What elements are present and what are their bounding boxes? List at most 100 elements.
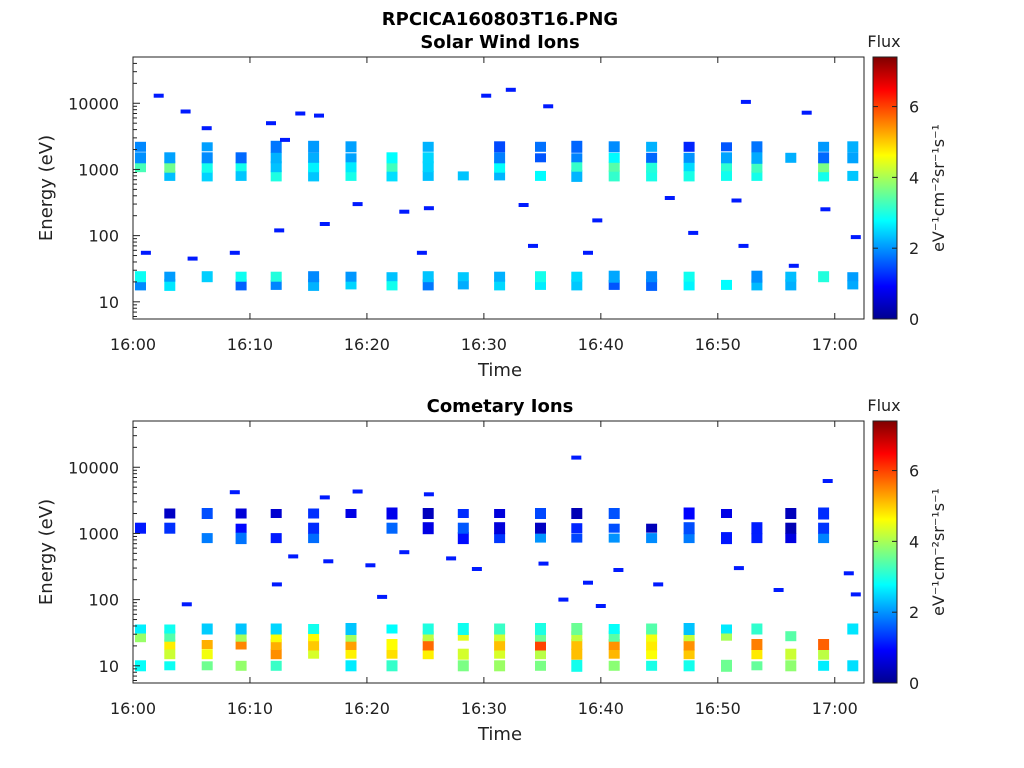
heatmap-cell (608, 161, 620, 172)
heatmap-cell (352, 489, 363, 494)
heatmap-cell (164, 624, 176, 634)
heatmap-cell (270, 509, 282, 518)
colorbar-tick-label: 0 (909, 310, 919, 329)
heatmap-cell (416, 250, 427, 255)
heatmap-cell (386, 507, 398, 520)
heatmap-cell (386, 639, 398, 650)
axis-ticks-cometary: 16:00 16:10 16:20 16:30 16:40 16:50 17:00 10 100… (68, 420, 858, 718)
heatmap-cell (688, 230, 699, 235)
heatmap-cell (535, 522, 546, 534)
heatmap-cell (818, 141, 830, 152)
heatmap-cell (308, 631, 320, 642)
heatmap-cell (608, 523, 620, 533)
heatmap-cell (818, 533, 830, 544)
heatmap-cell (314, 113, 324, 118)
heatmap-cell (422, 141, 434, 152)
heatmap-cell (721, 659, 732, 672)
heatmap-cell (818, 639, 830, 650)
colorbar-unit-cometary: eV⁻¹cm⁻²sr⁻¹s⁻¹ (929, 488, 948, 616)
colorbar-unit-solar-wind: eV⁻¹cm⁻²sr⁻¹s⁻¹ (929, 124, 948, 252)
heatmap-cell (457, 532, 469, 545)
heatmap-cell (847, 141, 859, 153)
heatmap-cell (308, 170, 320, 182)
heatmap-cell (135, 660, 146, 672)
heatmap-cell (494, 533, 506, 544)
heatmap-cell (280, 137, 290, 142)
heatmap-cell (646, 170, 658, 182)
x-tick-label: 16:40 (578, 699, 624, 718)
heatmap-cell (235, 152, 247, 164)
heatmap-cell (818, 271, 830, 283)
heatmap-cell (592, 218, 603, 223)
heatmap-cell (538, 561, 549, 566)
heatmap-cell (613, 568, 624, 572)
heatmap-cell (751, 160, 763, 173)
heatmap-cell (571, 279, 583, 291)
heatmap-cell (721, 532, 732, 545)
heatmap-cell (308, 152, 320, 163)
heatmap-cell (135, 630, 146, 643)
heatmap-cell (140, 250, 151, 255)
heatmap-cell (571, 455, 582, 460)
heatmap-cell (847, 170, 859, 181)
heatmap-cell (308, 161, 320, 173)
heatmap-cell (423, 492, 434, 497)
cometary-panel: Cometary Ions 16:00 16:10 16:20 16:30 16:40 1… (36, 396, 948, 745)
x-tick-label: 16:10 (227, 335, 273, 354)
heatmap-cell (457, 272, 469, 282)
heatmap-cell (738, 243, 749, 248)
heatmap-cell (422, 279, 434, 291)
heatmap-cell (646, 630, 658, 642)
heatmap-cell (457, 522, 469, 534)
heatmap-cell (423, 206, 434, 211)
heatmap-cell (308, 624, 320, 634)
heatmap-cell (494, 271, 506, 282)
x-tick-label: 16:30 (461, 335, 507, 354)
heatmap-cell (270, 271, 282, 282)
heatmap-cell (270, 533, 282, 544)
heatmap-cell (751, 639, 763, 650)
heatmap-cell (505, 87, 516, 92)
heatmap-cell (422, 170, 434, 181)
heatmap-cell (135, 152, 146, 164)
heatmap-cell (818, 507, 830, 520)
heatmap-cell (788, 263, 799, 268)
heatmap-cell (235, 523, 247, 533)
heatmap-cell (164, 649, 176, 660)
heatmap-cell (201, 160, 213, 173)
heatmap-cell (386, 152, 398, 164)
x-tick-label: 16:20 (344, 335, 390, 354)
x-tick-label: 17:00 (812, 699, 858, 718)
heatmap-cell (683, 162, 695, 172)
heatmap-cell (201, 170, 213, 182)
heatmap-cell (270, 623, 282, 635)
y-tick-label: 10000 (68, 94, 119, 113)
colorbar-label-solar-wind: Flux (867, 32, 900, 51)
heatmap-cell (201, 142, 213, 152)
heatmap-cell (494, 279, 506, 291)
heatmap-cell (535, 170, 546, 181)
heatmap-cell (180, 109, 191, 114)
y-tick-label: 1000 (78, 160, 119, 179)
heatmap-cell (751, 661, 763, 671)
heatmap-cell (646, 271, 658, 283)
heatmap-cell (399, 550, 410, 555)
heatmap-cell (646, 141, 658, 152)
heatmap-cell (345, 623, 357, 635)
heatmap-cell (721, 631, 732, 641)
heatmap-cell (751, 649, 763, 660)
heatmap-cell (820, 207, 831, 212)
heatmap-cell (571, 639, 583, 650)
heatmap-cell (345, 271, 357, 282)
heatmap-cell (751, 170, 763, 181)
heatmap-cell (164, 170, 176, 181)
heatmap-cell (571, 659, 583, 672)
heatmap-cell (308, 649, 320, 659)
panel-title-solar-wind: Solar Wind Ions (420, 32, 579, 53)
heatmap-cell (235, 623, 247, 635)
heatmap-cell (843, 571, 854, 576)
heatmap-cell (608, 279, 620, 290)
heatmap-cell (721, 142, 732, 152)
heatmap-cell (785, 648, 797, 660)
heatmap-cell (345, 639, 357, 650)
